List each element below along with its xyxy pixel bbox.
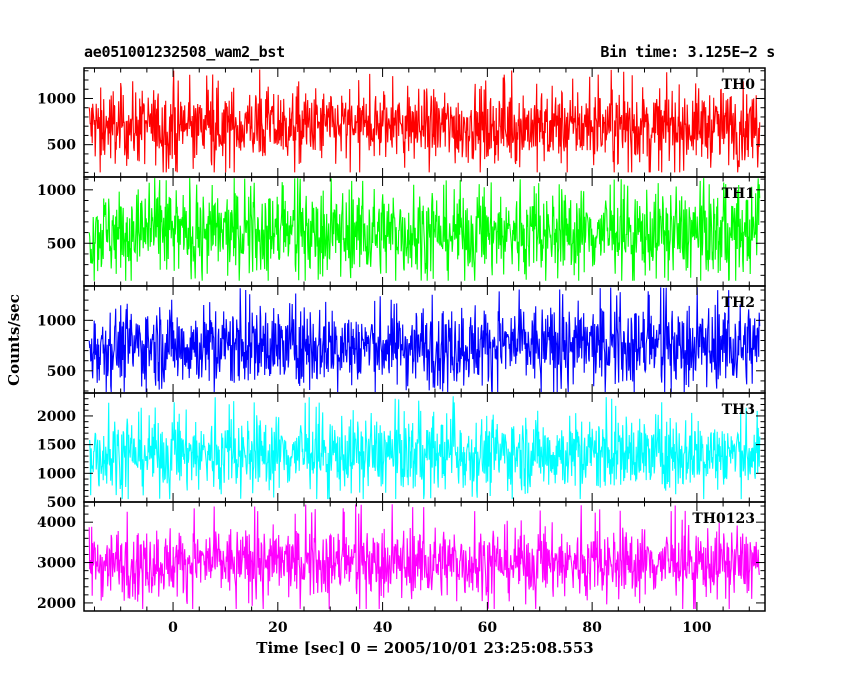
x-tick-label: 20 bbox=[268, 620, 288, 636]
panel-label-th0: TH0 bbox=[722, 77, 756, 93]
y-tick-label: 1000 bbox=[37, 466, 76, 482]
x-axis-label: Time [sec] 0 = 2005/10/01 23:25:08.553 bbox=[256, 639, 594, 657]
panel-label-th3: TH3 bbox=[722, 402, 755, 418]
y-tick-label: 4000 bbox=[37, 515, 76, 531]
panel-label-th2: TH2 bbox=[722, 295, 755, 311]
series-line-th3 bbox=[89, 396, 761, 500]
y-tick-label: 2000 bbox=[37, 596, 76, 612]
bin-time-label: Bin time: 3.125E−2 s bbox=[600, 43, 775, 61]
y-tick-label: 1000 bbox=[37, 91, 76, 107]
y-tick-label: 1000 bbox=[37, 183, 76, 199]
series-line-th2 bbox=[88, 287, 761, 393]
x-tick-label: 80 bbox=[582, 620, 602, 636]
series-line-th0123 bbox=[88, 504, 761, 610]
series-line-th0 bbox=[88, 69, 761, 173]
y-tick-label: 500 bbox=[47, 138, 76, 154]
x-tick-label: 40 bbox=[373, 620, 393, 636]
y-tick-label: 500 bbox=[47, 236, 76, 252]
x-tick-label: 60 bbox=[478, 620, 498, 636]
panel-frame-th0123 bbox=[83, 501, 766, 612]
x-tick-label: 100 bbox=[682, 620, 711, 636]
y-tick-label: 3000 bbox=[37, 556, 76, 572]
y-tick-label: 500 bbox=[47, 364, 76, 380]
x-tick-label: 0 bbox=[168, 620, 178, 636]
panel-label-th1: TH1 bbox=[722, 186, 755, 202]
y-tick-label: 500 bbox=[47, 495, 76, 511]
y-tick-label: 2000 bbox=[37, 409, 76, 425]
chart-title: ae051001232508_wam2_bst bbox=[84, 43, 285, 61]
y-tick-label: 1500 bbox=[37, 438, 76, 454]
series-line-th1 bbox=[88, 178, 761, 281]
y-tick-label: 1000 bbox=[37, 313, 76, 329]
panel-label-th0123: TH0123 bbox=[692, 511, 755, 527]
